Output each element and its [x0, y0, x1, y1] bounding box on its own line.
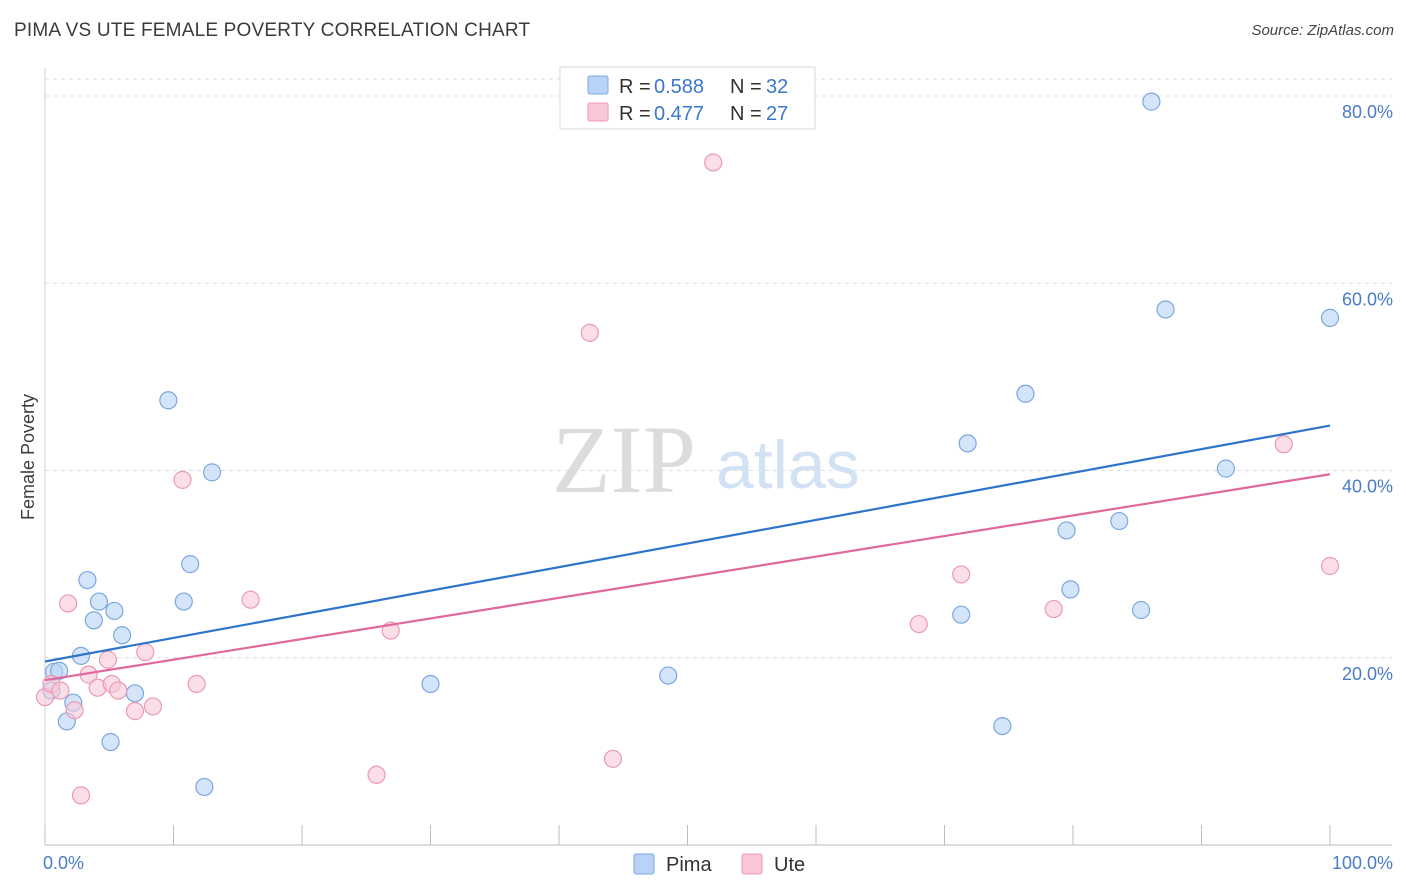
pima-n-value: 32: [766, 76, 788, 98]
ute-r-label: R =: [619, 103, 651, 125]
axes: [44, 68, 1392, 846]
ute-point-10: [109, 681, 128, 700]
ute-point-25: [1274, 435, 1293, 454]
pima-point-11: [112, 626, 132, 645]
pima-trend-line: [44, 424, 1331, 663]
pima-point-24: [1057, 521, 1076, 540]
pima-point-7: [84, 611, 103, 630]
ute-r-value: 0.477: [654, 103, 704, 125]
pima-bottom-swatch: [633, 853, 655, 875]
chart-title: PIMA VS UTE FEMALE POVERTY CORRELATION C…: [14, 20, 531, 41]
ute-point-26: [1320, 556, 1340, 576]
pima-point-14: [174, 592, 193, 611]
pima-point-28: [1142, 92, 1161, 111]
pima-point-6: [78, 570, 97, 590]
pima-point-12: [125, 684, 145, 703]
trend-lines: [44, 424, 1331, 682]
pima-point-30: [1216, 459, 1236, 478]
y-tick-label-80: 80.0%: [1342, 102, 1393, 122]
pima-point-17: [202, 463, 222, 482]
ute-point-23: [952, 565, 971, 584]
ute-point-21: [704, 153, 723, 172]
ute-point-13: [143, 697, 163, 716]
ute-point-22: [909, 614, 928, 634]
stats-legend: R = 0.588 N = 32 R = 0.477 N = 27: [559, 66, 816, 130]
ute-point-14: [173, 470, 192, 489]
ute-point-2: [51, 681, 70, 700]
pima-point-13: [159, 391, 178, 410]
y-axis-label: Female Poverty: [18, 394, 38, 520]
ute-n-value: 27: [766, 103, 788, 125]
ute-trend-line: [44, 473, 1331, 682]
ute-point-8: [98, 650, 118, 669]
pima-point-8: [89, 592, 109, 611]
watermark-atlas: atlas: [716, 427, 860, 503]
ute-n-label: N =: [730, 103, 762, 125]
pima-point-26: [1110, 511, 1129, 531]
watermark-zip: ZIP: [552, 406, 696, 513]
pima-point-25: [1061, 580, 1080, 599]
x-tick-label-min: 0.0%: [43, 853, 84, 873]
pima-r-label: R =: [619, 76, 651, 98]
ute-point-15: [187, 674, 206, 694]
ute-point-17: [367, 765, 386, 784]
y-tick-label-40: 40.0%: [1342, 477, 1393, 497]
y-tick-labels: 20.0% 40.0% 60.0% 80.0%: [1342, 102, 1393, 684]
ute-point-4: [65, 701, 84, 720]
pima-point-20: [952, 605, 971, 624]
pima-point-19: [659, 666, 678, 685]
ute-point-20: [603, 749, 623, 768]
ute-point-12: [136, 643, 155, 662]
pima-point-10: [105, 601, 124, 621]
pima-point-15: [181, 555, 200, 574]
pima-legend-swatch: [587, 75, 609, 95]
pima-n-label: N =: [730, 76, 762, 98]
pima-point-9: [101, 732, 120, 752]
x-tick-label-max: 100.0%: [1332, 853, 1393, 873]
watermark: ZIP atlas: [552, 406, 860, 513]
pima-point-23: [1016, 384, 1035, 403]
x-tick-labels: 0.0% 100.0%: [43, 853, 1393, 873]
ute-point-16: [241, 590, 260, 609]
pima-point-29: [1156, 300, 1175, 319]
ute-point-19: [580, 323, 599, 342]
pima-bottom-label: Pima: [666, 854, 712, 876]
pima-point-18: [421, 674, 440, 694]
pima-point-27: [1132, 600, 1151, 620]
pima-point-16: [195, 777, 214, 797]
ute-point-5: [71, 786, 91, 805]
ute-bottom-swatch: [741, 853, 763, 875]
source-label: Source: ZipAtlas.com: [1251, 22, 1394, 39]
pima-r-value: 0.588: [654, 76, 704, 98]
pima-point-22: [993, 716, 1012, 736]
series-legend: Pima Ute: [633, 853, 805, 876]
ute-point-3: [59, 594, 78, 613]
ute-point-11: [125, 702, 145, 721]
ute-point-24: [1044, 599, 1063, 619]
ute-points: [35, 153, 1340, 805]
pima-point-31: [1320, 308, 1340, 327]
ute-bottom-label: Ute: [774, 854, 805, 876]
pima-point-21: [958, 434, 977, 453]
ute-legend-swatch: [587, 102, 609, 122]
y-tick-label-20: 20.0%: [1342, 664, 1393, 684]
y-tick-label-60: 60.0%: [1342, 289, 1393, 309]
